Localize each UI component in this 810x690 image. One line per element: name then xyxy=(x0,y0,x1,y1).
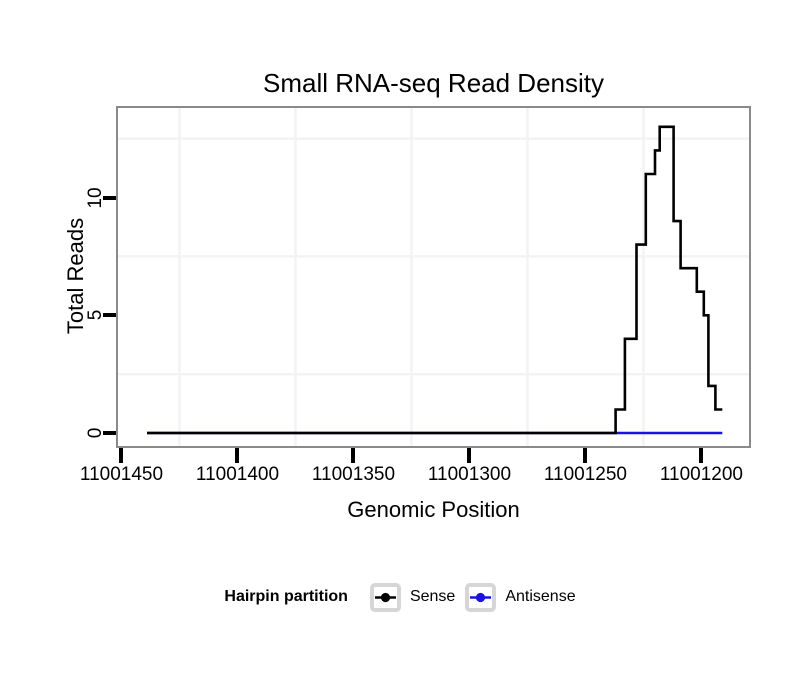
legend-key-antisense xyxy=(465,582,497,612)
x-axis-tick-label: 11001300 xyxy=(427,464,512,485)
legend-title: Hairpin partition xyxy=(224,588,348,605)
x-axis-tick xyxy=(119,448,124,463)
x-axis-tick xyxy=(699,448,704,463)
y-axis-title: Total Reads xyxy=(63,217,88,335)
series-sense-line xyxy=(147,125,723,435)
x-axis-tick xyxy=(351,448,356,463)
y-axis-tick xyxy=(103,195,116,200)
y-axis-tick-label: 0 xyxy=(85,427,106,439)
legend-label-sense: Sense xyxy=(409,588,456,605)
x-axis-tick-label: 11001250 xyxy=(543,464,627,485)
y-axis-tick-label: 10 xyxy=(85,186,106,209)
x-axis-tick-label: 11001400 xyxy=(195,464,280,485)
x-axis-tick xyxy=(467,448,472,463)
sense-line-dot-icon xyxy=(374,592,396,602)
x-axis-tick xyxy=(583,448,588,463)
x-axis-tick-label: 11001200 xyxy=(659,464,743,485)
y-axis-tick xyxy=(103,431,116,436)
legend-label-antisense: Antisense xyxy=(505,588,576,605)
plot-panel xyxy=(116,106,751,448)
plot-svg xyxy=(118,108,749,446)
x-axis-tick-label: 11001350 xyxy=(311,464,396,485)
y-axis-tick xyxy=(103,313,116,318)
x-axis-tick xyxy=(235,448,240,463)
legend-key-sense xyxy=(369,582,401,612)
chart-title: Small RNA-seq Read Density xyxy=(262,68,604,98)
legend: Hairpin partition Sense Antisense xyxy=(0,580,810,614)
x-axis-tick-label: 11001450 xyxy=(79,464,164,485)
antisense-line-dot-icon xyxy=(470,592,492,602)
x-axis-title: Genomic Position xyxy=(347,497,520,522)
